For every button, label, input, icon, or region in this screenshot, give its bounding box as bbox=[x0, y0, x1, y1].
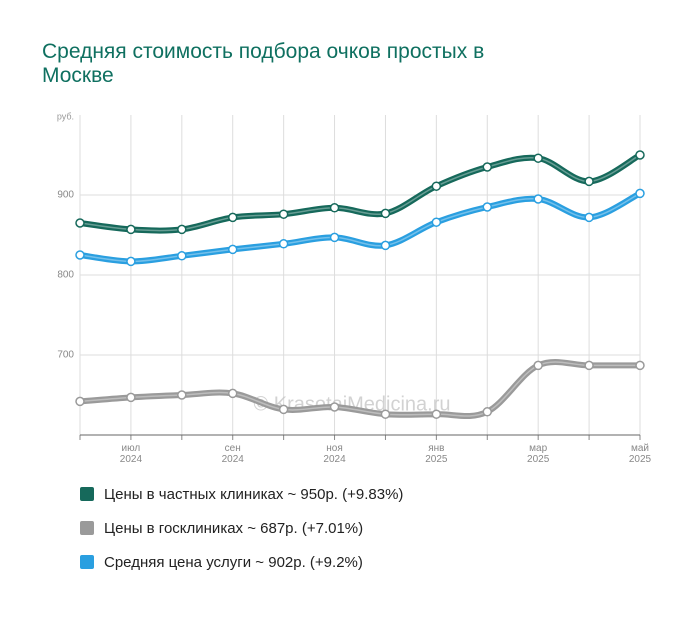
point bbox=[227, 388, 238, 399]
series-line bbox=[79, 190, 642, 265]
x-tick-line: мар bbox=[529, 443, 547, 454]
x-tick-label: сен 2024 bbox=[222, 443, 245, 465]
x-tick-line: 2025 bbox=[527, 454, 550, 465]
x-tick-label: июл 2024 bbox=[120, 443, 143, 465]
point bbox=[431, 181, 442, 191]
point bbox=[278, 404, 289, 415]
x-tick-line: 2025 bbox=[425, 454, 448, 465]
point bbox=[177, 390, 187, 400]
point bbox=[278, 239, 289, 249]
point bbox=[533, 360, 543, 371]
point bbox=[126, 224, 136, 235]
title-line: Москве bbox=[42, 64, 114, 87]
point bbox=[533, 194, 543, 204]
point bbox=[126, 392, 136, 403]
legend-label: Средняя цена услуги ~ 902р. (+9.2%) bbox=[104, 554, 363, 571]
point bbox=[75, 218, 85, 228]
series-line-highlight bbox=[79, 154, 641, 232]
legend-swatch bbox=[80, 521, 94, 535]
legend-swatch bbox=[80, 487, 94, 501]
point bbox=[177, 251, 187, 261]
point bbox=[126, 256, 136, 267]
legend-label: Цены в госклиниках ~ 687р. (+7.01%) bbox=[104, 520, 363, 537]
x-tick-line: 2024 bbox=[323, 454, 346, 465]
y-tick-label: 800 bbox=[57, 270, 74, 281]
legend-label: Цены в частных клиниках ~ 950р. (+9.83%) bbox=[104, 486, 403, 503]
x-tick-line: ноя bbox=[326, 443, 343, 454]
y-tick-label: 900 bbox=[57, 190, 74, 201]
x-tick-label: ноя 2024 bbox=[323, 443, 346, 465]
legend-swatch bbox=[80, 555, 94, 569]
point bbox=[329, 402, 340, 412]
point bbox=[635, 360, 645, 371]
point bbox=[584, 176, 594, 187]
x-tick-line: сен bbox=[225, 443, 241, 454]
point bbox=[482, 407, 493, 417]
point bbox=[431, 409, 442, 419]
chart-title-1: Средняя стоимость подбора очков простых … bbox=[42, 40, 484, 87]
point bbox=[482, 202, 493, 212]
x-tick-label: янв 2025 bbox=[425, 443, 448, 465]
series-line bbox=[79, 359, 640, 420]
point bbox=[635, 150, 645, 160]
x-tick-label: май 2025 bbox=[629, 443, 652, 465]
title-line: Средняя стоимость подбора очков простых … bbox=[42, 40, 484, 63]
point bbox=[177, 224, 187, 235]
point bbox=[278, 209, 289, 219]
point bbox=[227, 212, 238, 223]
x-tick-label: мар 2025 bbox=[527, 443, 550, 465]
point bbox=[533, 153, 543, 163]
point bbox=[75, 250, 85, 260]
x-tick-line: июл bbox=[122, 443, 141, 454]
x-tick-line: янв bbox=[428, 443, 444, 454]
point bbox=[635, 188, 645, 199]
point bbox=[380, 240, 391, 251]
point bbox=[584, 212, 594, 223]
point bbox=[380, 208, 391, 219]
point bbox=[584, 360, 594, 371]
point bbox=[380, 409, 391, 419]
point bbox=[482, 162, 493, 172]
point bbox=[431, 217, 442, 227]
point bbox=[227, 244, 238, 255]
point bbox=[75, 396, 85, 407]
x-tick-line: 2024 bbox=[120, 454, 143, 465]
y-axis-label: руб. bbox=[57, 111, 74, 121]
point bbox=[329, 203, 340, 213]
point bbox=[329, 232, 340, 243]
x-tick-line: май bbox=[631, 443, 649, 454]
x-tick-line: 2025 bbox=[629, 454, 652, 465]
x-tick-line: 2024 bbox=[222, 454, 245, 465]
y-tick-label: 700 bbox=[57, 350, 74, 361]
